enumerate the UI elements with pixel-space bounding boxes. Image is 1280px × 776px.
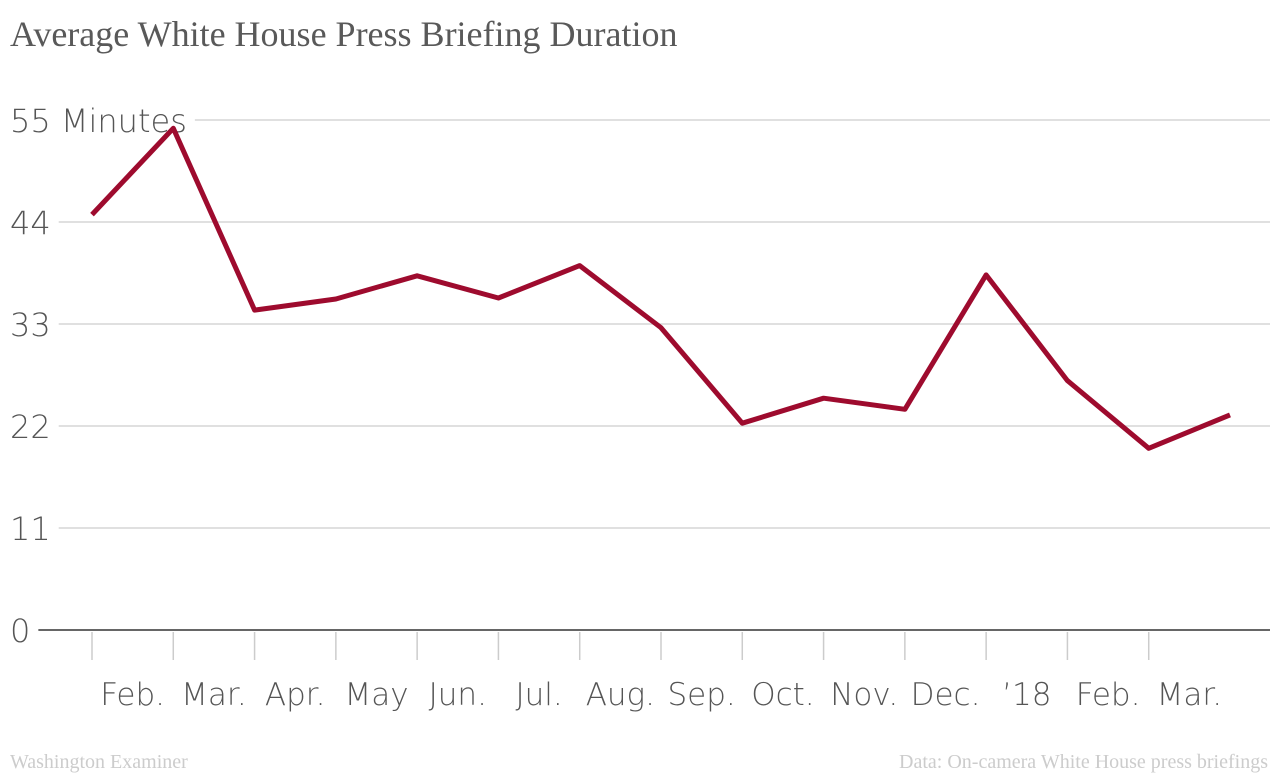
chart-title: Average White House Press Briefing Durat… [10, 14, 678, 54]
x-tick-label: Dec. [911, 677, 981, 713]
x-tick-label: Oct. [751, 677, 814, 713]
x-tick-label: Apr. [265, 677, 326, 713]
x-tick-label: Sep. [667, 677, 735, 713]
x-tick-label: Jun. [429, 677, 487, 713]
x-tick-label: Mar. [181, 677, 247, 713]
y-tick-label: 33 [10, 306, 51, 344]
y-tick-label: 22 [10, 408, 51, 446]
y-tick-label: 44 [10, 204, 51, 242]
source: Data: On-camera White House press briefi… [899, 751, 1268, 773]
y-tick-label: 55 Minutes [10, 102, 187, 140]
x-tick-label: Jul. [515, 677, 562, 713]
x-tick-label: Nov. [830, 677, 898, 713]
credit: Washington Examiner [10, 751, 188, 773]
x-tick-label: Aug. [586, 677, 655, 713]
x-tick-label: Feb. [100, 677, 165, 713]
x-tick-label: ’18 [1002, 677, 1051, 713]
x-tick-label: May [344, 677, 408, 713]
data-line [90, 125, 1231, 451]
x-tick-label: Mar. [1157, 677, 1223, 713]
x-tick-label: Feb. [1076, 677, 1141, 713]
y-tick-label: 0 [10, 612, 30, 650]
y-tick-label: 11 [10, 510, 51, 548]
